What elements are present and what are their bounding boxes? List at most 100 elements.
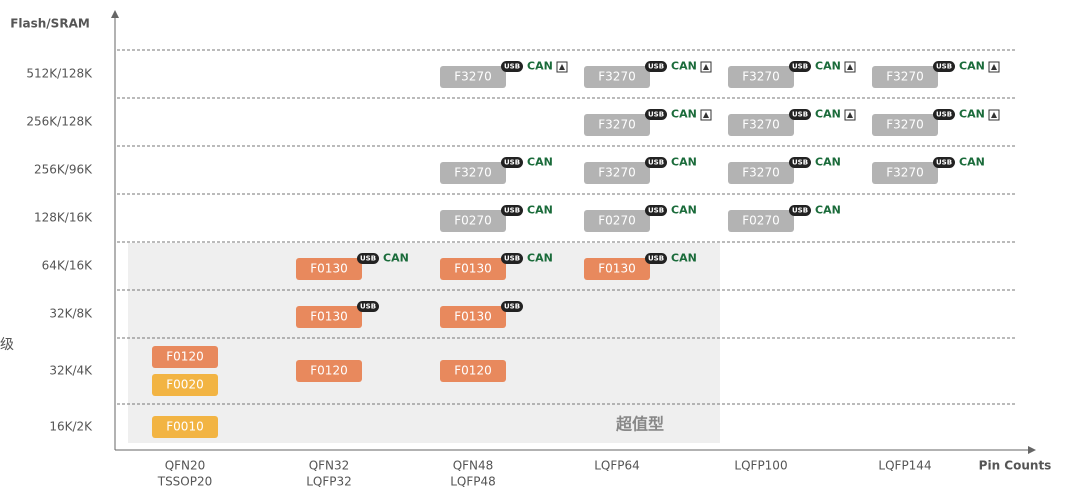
- usb-badge: [357, 301, 379, 312]
- chip-label: F3270: [886, 166, 923, 180]
- chip-label: F3270: [454, 70, 491, 84]
- chip-label: F0130: [454, 262, 491, 276]
- lock-icon-mark: [991, 64, 997, 70]
- can-text: CAN: [815, 108, 841, 121]
- usb-badge: [501, 205, 523, 216]
- chip-box: [584, 210, 650, 232]
- usb-text: USB: [360, 255, 376, 263]
- chip-box: [728, 114, 794, 136]
- can-text: CAN: [527, 156, 553, 169]
- row-label: 16K/2K: [49, 420, 93, 434]
- usb-badge: [501, 157, 523, 168]
- chip-box: [728, 162, 794, 184]
- chip-label: F3270: [742, 70, 779, 84]
- chip: F3270 USB CAN: [872, 60, 1000, 88]
- chip-box: [440, 66, 506, 88]
- usb-badge: [933, 157, 955, 168]
- chip: F0270 USB CAN: [728, 204, 841, 232]
- can-text: CAN: [671, 156, 697, 169]
- chip: F0120: [440, 360, 506, 382]
- y-axis-title: Flash/SRAM: [10, 17, 90, 31]
- chip-box: [440, 258, 506, 280]
- chip-box: [296, 258, 362, 280]
- chip-box: [440, 306, 506, 328]
- usb-badge: [789, 109, 811, 120]
- x-label: LQFP144: [878, 459, 931, 473]
- chip-box: [872, 114, 938, 136]
- chip: F0010: [152, 416, 218, 438]
- usb-text: USB: [360, 303, 376, 311]
- region-label: 超值型: [615, 415, 664, 434]
- usb-badge: [645, 205, 667, 216]
- chip: F3270 USB CAN: [728, 108, 856, 136]
- can-text: CAN: [527, 252, 553, 265]
- chip-label: F0010: [166, 420, 203, 434]
- x-label: QFN20: [165, 459, 206, 473]
- chip-label: F0120: [166, 350, 203, 364]
- chip: F3270 USB CAN: [584, 108, 712, 136]
- usb-badge: [933, 109, 955, 120]
- chip-box: [296, 306, 362, 328]
- usb-text: USB: [504, 63, 520, 71]
- usb-badge: [501, 253, 523, 264]
- row-label: 32K/4K: [49, 364, 93, 378]
- row-label: 256K/128K: [26, 115, 93, 129]
- chip-box: [152, 374, 218, 396]
- chip-box: [152, 416, 218, 438]
- chip-label: F0130: [598, 262, 635, 276]
- usb-badge: [645, 157, 667, 168]
- can-text: CAN: [527, 204, 553, 217]
- can-text: CAN: [383, 252, 409, 265]
- usb-badge: [501, 61, 523, 72]
- chip-box: [728, 66, 794, 88]
- chip: F3270 USB CAN: [584, 60, 712, 88]
- usb-text: USB: [792, 207, 808, 215]
- lock-icon: [700, 109, 712, 121]
- chip-label: F3270: [598, 166, 635, 180]
- chip: F0130 USB CAN: [296, 252, 409, 280]
- chip: F3270 USB CAN: [728, 60, 856, 88]
- x-label: LQFP100: [734, 459, 787, 473]
- x-label: LQFP32: [306, 475, 352, 489]
- side-text: 级: [0, 337, 14, 353]
- chip-box: [152, 346, 218, 368]
- usb-text: USB: [648, 159, 664, 167]
- y-arrow: [111, 10, 119, 18]
- can-text: CAN: [671, 60, 697, 73]
- usb-text: USB: [648, 207, 664, 215]
- chip-label: F3270: [598, 118, 635, 132]
- chip-label: F0120: [454, 364, 491, 378]
- chip-label: F3270: [742, 118, 779, 132]
- x-label: LQFP48: [450, 475, 496, 489]
- chip: F3270 USB CAN: [872, 108, 1000, 136]
- chip: F3270 USB CAN: [440, 156, 553, 184]
- chip-box: [872, 162, 938, 184]
- chip: F3270 USB CAN: [728, 156, 841, 184]
- usb-text: USB: [936, 111, 952, 119]
- x-arrow: [1028, 446, 1036, 454]
- chip-label: F3270: [454, 166, 491, 180]
- usb-text: USB: [648, 63, 664, 71]
- chip-box: [296, 360, 362, 382]
- usb-badge: [789, 157, 811, 168]
- usb-badge: [501, 301, 523, 312]
- lock-icon: [700, 61, 712, 73]
- usb-text: USB: [792, 159, 808, 167]
- lock-icon: [844, 61, 856, 73]
- lock-icon: [844, 109, 856, 121]
- can-text: CAN: [959, 60, 985, 73]
- usb-badge: [645, 253, 667, 264]
- row-label: 512K/128K: [26, 67, 93, 81]
- usb-text: USB: [504, 255, 520, 263]
- can-text: CAN: [815, 156, 841, 169]
- chip: F0020: [152, 374, 218, 396]
- chip-box: [440, 162, 506, 184]
- usb-text: USB: [936, 63, 952, 71]
- can-text: CAN: [671, 252, 697, 265]
- chip-box: [584, 258, 650, 280]
- chip-label: F0020: [166, 378, 203, 392]
- usb-text: USB: [504, 303, 520, 311]
- usb-text: USB: [504, 207, 520, 215]
- usb-badge: [645, 109, 667, 120]
- can-text: CAN: [527, 60, 553, 73]
